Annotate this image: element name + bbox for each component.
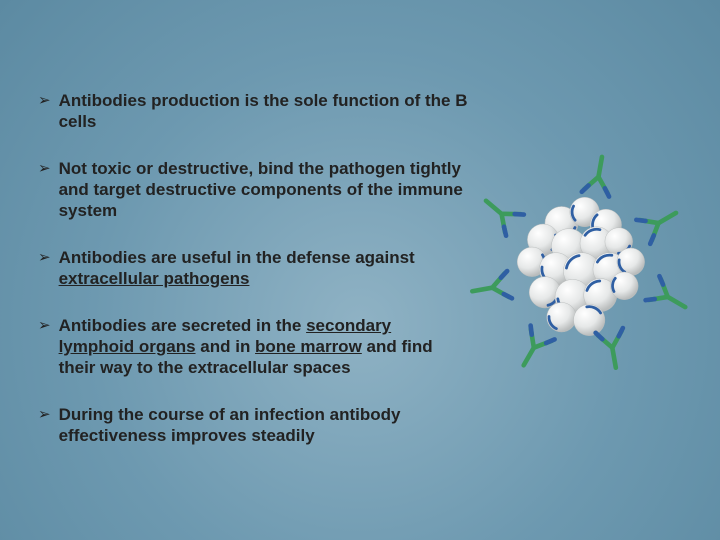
bullet-text: During the course of an infection antibo… <box>59 404 468 446</box>
bullet-arrow-icon: ➢ <box>38 247 51 268</box>
bullet-item: ➢ During the course of an infection antib… <box>38 404 468 446</box>
bullet-list: ➢ Antibodies production is the sole funct… <box>38 90 468 472</box>
bullet-item: ➢ Antibodies production is the sole funct… <box>38 90 468 132</box>
antibody-cell-cluster-illustration <box>460 140 700 380</box>
bullet-text: Antibodies are secreted in the secondary… <box>59 315 468 378</box>
bullet-arrow-icon: ➢ <box>38 404 51 425</box>
slide-background: ➢ Antibodies production is the sole funct… <box>0 0 720 540</box>
bullet-arrow-icon: ➢ <box>38 315 51 336</box>
bullet-item: ➢ Antibodies are useful in the defense ag… <box>38 247 468 289</box>
bullet-text: Not toxic or destructive, bind the patho… <box>59 158 468 221</box>
bullet-item: ➢ Not toxic or destructive, bind the path… <box>38 158 468 221</box>
bullet-text: Antibodies are useful in the defense aga… <box>59 247 468 289</box>
bullet-arrow-icon: ➢ <box>38 158 51 179</box>
bullet-text: Antibodies production is the sole functi… <box>59 90 468 132</box>
bullet-item: ➢ Antibodies are secreted in the secondar… <box>38 315 468 378</box>
bullet-arrow-icon: ➢ <box>38 90 51 111</box>
